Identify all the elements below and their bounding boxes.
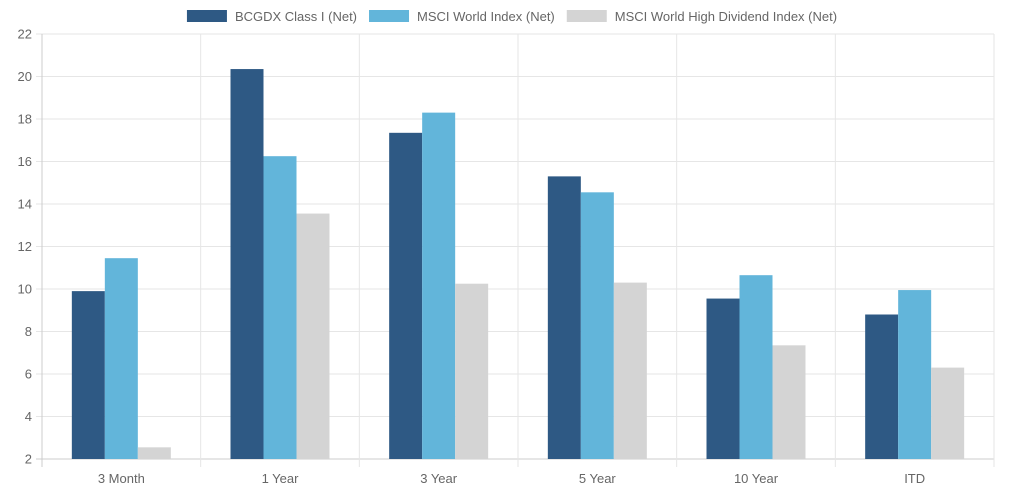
x-tick-label: 3 Month <box>98 471 145 486</box>
y-tick-label: 6 <box>25 367 32 382</box>
bar <box>71 291 105 459</box>
gridlines <box>36 33 995 467</box>
bar <box>706 298 740 459</box>
legend-swatch <box>566 10 607 22</box>
x-tick-label: 1 Year <box>262 471 300 486</box>
y-tick-label: 18 <box>18 112 32 127</box>
y-tick-label: 16 <box>18 154 32 169</box>
bar <box>613 282 647 459</box>
legend-item: MSCI World Index (Net) <box>369 9 555 24</box>
y-tick-label: 20 <box>18 69 32 84</box>
legend-item: MSCI World High Dividend Index (Net) <box>566 9 837 24</box>
legend-item: BCGDX Class I (Net) <box>186 9 357 24</box>
bars <box>71 69 965 459</box>
y-tick-label: 12 <box>18 239 32 254</box>
bar <box>580 192 614 459</box>
bar <box>263 156 297 459</box>
x-tick-label: 3 Year <box>420 471 458 486</box>
bar <box>931 367 965 459</box>
legend-label: BCGDX Class I (Net) <box>235 9 357 24</box>
x-tick-label: 5 Year <box>579 471 617 486</box>
y-axis: 2 4 6 8 10 12 14 16 18 20 22 <box>18 27 32 467</box>
bar <box>739 275 773 459</box>
legend: BCGDX Class I (Net) MSCI World Index (Net… <box>186 9 837 24</box>
bar <box>422 112 456 459</box>
y-tick-label: 14 <box>18 197 32 212</box>
x-tick-label: ITD <box>904 471 925 486</box>
bar <box>137 447 171 459</box>
bar <box>389 132 423 459</box>
y-tick-label: 2 <box>25 452 32 467</box>
y-tick-label: 8 <box>25 324 32 339</box>
bar <box>104 258 138 459</box>
legend-swatch <box>186 10 227 22</box>
bar <box>772 345 806 459</box>
y-tick-label: 22 <box>18 27 32 42</box>
x-tick-label: 10 Year <box>734 471 779 486</box>
y-tick-label: 10 <box>18 282 32 297</box>
legend-swatch <box>369 10 410 22</box>
bar <box>296 213 330 459</box>
bar <box>230 69 264 459</box>
bar <box>865 314 899 459</box>
legend-label: MSCI World Index (Net) <box>417 9 555 24</box>
bar <box>455 283 489 459</box>
y-tick-label: 4 <box>25 409 32 424</box>
bar <box>547 176 581 459</box>
legend-label: MSCI World High Dividend Index (Net) <box>615 9 837 24</box>
bar <box>898 290 932 459</box>
x-axis: 3 Month 1 Year 3 Year 5 Year 10 Year ITD <box>98 471 925 486</box>
